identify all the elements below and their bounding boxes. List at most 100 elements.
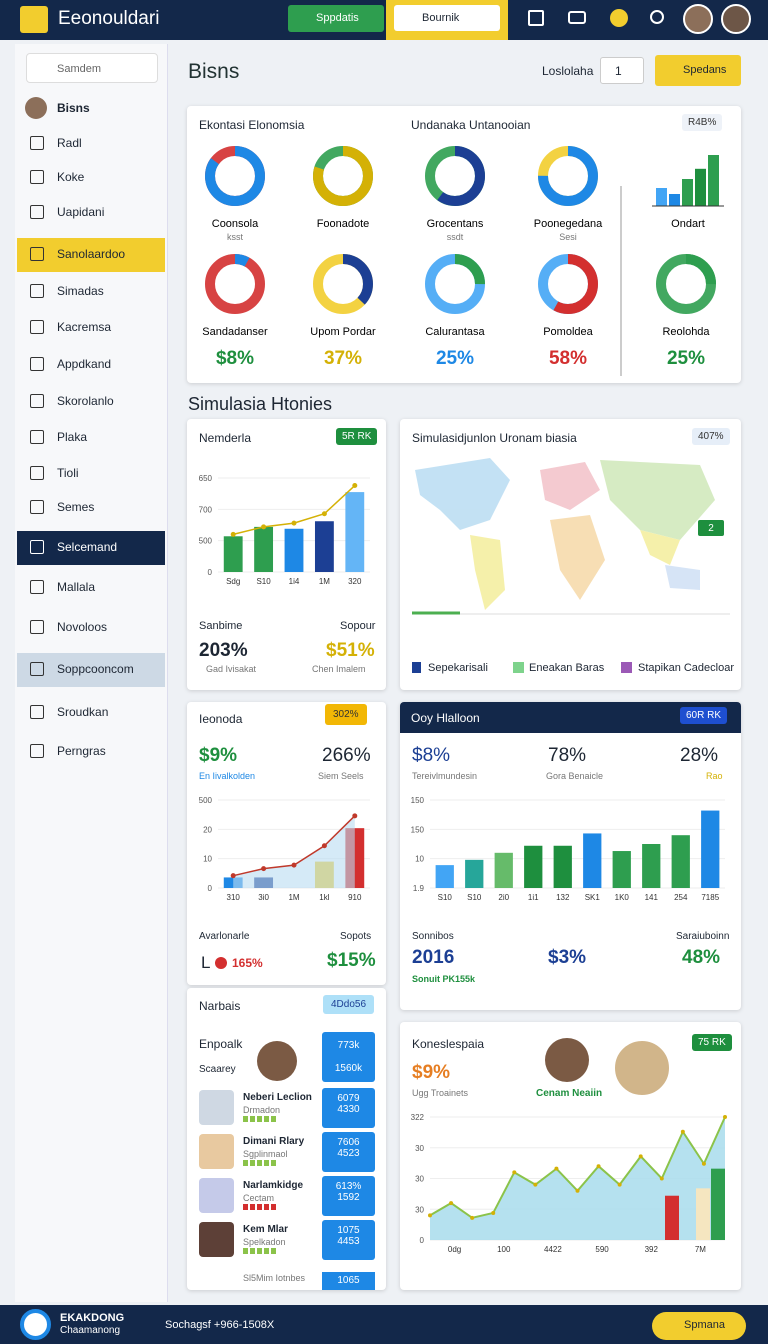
nav-item[interactable]: Uapidani xyxy=(57,205,105,219)
person-name[interactable]: Kem Mlar xyxy=(243,1224,289,1235)
stat-value: 203% xyxy=(199,640,248,661)
avatar[interactable] xyxy=(683,4,713,34)
lead-sub: Scaarey xyxy=(199,1064,236,1075)
avatar xyxy=(545,1038,589,1082)
contact: Sochagsf +966-1508X xyxy=(165,1319,275,1331)
profile-name[interactable]: Bisns xyxy=(57,101,90,115)
map-marker xyxy=(698,520,724,536)
card-title: Undanaka Untanooian xyxy=(411,118,531,132)
person-role: Drmadon xyxy=(243,1105,281,1115)
page-title: Bisns xyxy=(188,60,240,83)
coin-icon[interactable] xyxy=(610,9,628,27)
nav-item[interactable]: Tioli xyxy=(57,466,79,480)
logo[interactable] xyxy=(20,6,48,33)
stat-sub: Siem Seels xyxy=(318,771,364,781)
footer xyxy=(0,1305,768,1344)
avatar xyxy=(199,1090,234,1125)
nav-item[interactable]: Perngras xyxy=(57,744,106,758)
legend-swatch xyxy=(621,662,632,673)
stat-value: 165% xyxy=(232,956,263,970)
nav-item[interactable]: Sroudkan xyxy=(57,705,109,719)
stat-label: Avarlonarle xyxy=(199,931,250,942)
value: 1075 xyxy=(337,1225,360,1236)
nav-item[interactable]: Selcemand xyxy=(57,540,118,554)
search-box[interactable]: Bournik xyxy=(394,5,500,31)
nav-icon xyxy=(30,170,44,184)
nav-item[interactable]: Radl xyxy=(57,136,82,150)
badge: 407% xyxy=(692,428,730,445)
nav-item[interactable]: Novoloos xyxy=(57,620,108,634)
section-title: Simulasia Htonies xyxy=(188,394,333,414)
stat-sub: Sonuit PK155k xyxy=(412,974,476,984)
nav-icon xyxy=(30,744,44,758)
stat-value: $51% xyxy=(326,640,375,661)
badge: 5R RK xyxy=(336,428,378,445)
nav-icon xyxy=(30,500,44,514)
nav-icon xyxy=(30,705,44,719)
person-name[interactable]: Neberi Leclion xyxy=(243,1092,312,1103)
person-role: Cectam xyxy=(243,1193,275,1203)
person-role: Spelkadon xyxy=(243,1237,286,1247)
rating xyxy=(243,1248,277,1254)
badge: 302% xyxy=(325,704,367,725)
value-box: 1075 4453 xyxy=(322,1220,375,1260)
action-button[interactable]: Spedans xyxy=(655,55,741,86)
nav-item[interactable]: Plaka xyxy=(57,430,88,444)
update-button[interactable]: Sppdatis xyxy=(288,5,384,32)
brand-sub: Chaamanong xyxy=(60,1325,121,1336)
avatar xyxy=(199,1134,234,1169)
stat-sub: Ugg Troainets xyxy=(412,1088,469,1098)
nav-icon xyxy=(30,320,44,334)
list-footer: Sl5Mim Iotnbes xyxy=(243,1273,306,1283)
person-name[interactable]: Dimani Rlary xyxy=(243,1136,305,1147)
nav-icon xyxy=(30,540,44,554)
sidebar-search[interactable]: Samdem xyxy=(26,53,158,83)
stat-sub: Gora Benaicle xyxy=(546,771,604,781)
card-title: Simulasidjunlon Uronam biasia xyxy=(412,431,577,445)
badge: 4Ddo56 xyxy=(323,995,375,1014)
nav-item[interactable]: Sanolaardoo xyxy=(57,247,126,261)
badge: R4B% xyxy=(682,114,723,131)
nav-item[interactable]: Soppcooncom xyxy=(57,662,134,676)
app-name: Eeonouldari xyxy=(58,8,160,29)
filter-label: Loslolaha xyxy=(542,64,594,78)
value: 4330 xyxy=(337,1104,360,1115)
value: 1592 xyxy=(337,1192,360,1203)
card-title: Ooy Hlalloon xyxy=(411,711,480,725)
footer-button[interactable]: Spmana xyxy=(652,1312,746,1340)
stat-value: 48% xyxy=(682,947,721,968)
nav-item[interactable]: Simadas xyxy=(57,284,104,298)
badge: 75 RK xyxy=(692,1034,732,1051)
value-box: 6079 4330 xyxy=(322,1088,375,1128)
nav-item[interactable]: Semes xyxy=(57,500,95,514)
nav-item[interactable]: Appdkand xyxy=(57,357,112,371)
nav-icon xyxy=(30,284,44,298)
nav-icon xyxy=(30,247,44,261)
value-box: 613% 1592 xyxy=(322,1176,375,1216)
legend-label: Eneakan Baras xyxy=(529,662,605,674)
map: 2 xyxy=(412,458,730,615)
cart-icon[interactable] xyxy=(528,10,544,26)
card-title: Nemderla xyxy=(199,431,252,445)
stat-value: $9% xyxy=(412,1062,451,1083)
nav-icon xyxy=(30,466,44,480)
avatar xyxy=(199,1222,234,1257)
stat-label: Sonnibos xyxy=(412,931,454,942)
legend-label: Sepekarisali xyxy=(428,662,488,674)
value-box: 1065 xyxy=(322,1272,375,1290)
search-icon[interactable] xyxy=(650,10,664,24)
nav-item[interactable]: Skorolanlo xyxy=(57,394,114,408)
badge: 60R RK xyxy=(680,707,728,724)
select[interactable]: 1 xyxy=(600,57,644,84)
card-icon[interactable] xyxy=(568,11,586,24)
nav-item[interactable]: Mallala xyxy=(57,580,96,594)
avatar xyxy=(257,1041,297,1081)
nav-item[interactable]: Kacremsa xyxy=(57,320,112,334)
nav-item[interactable]: Koke xyxy=(57,170,85,184)
avatar[interactable] xyxy=(721,4,751,34)
stat-sub: Tereivlmundesin xyxy=(412,771,478,781)
person-name[interactable]: Narlamkidge xyxy=(243,1180,304,1191)
value: 4453 xyxy=(337,1236,360,1247)
value: 1560k xyxy=(334,1063,363,1074)
